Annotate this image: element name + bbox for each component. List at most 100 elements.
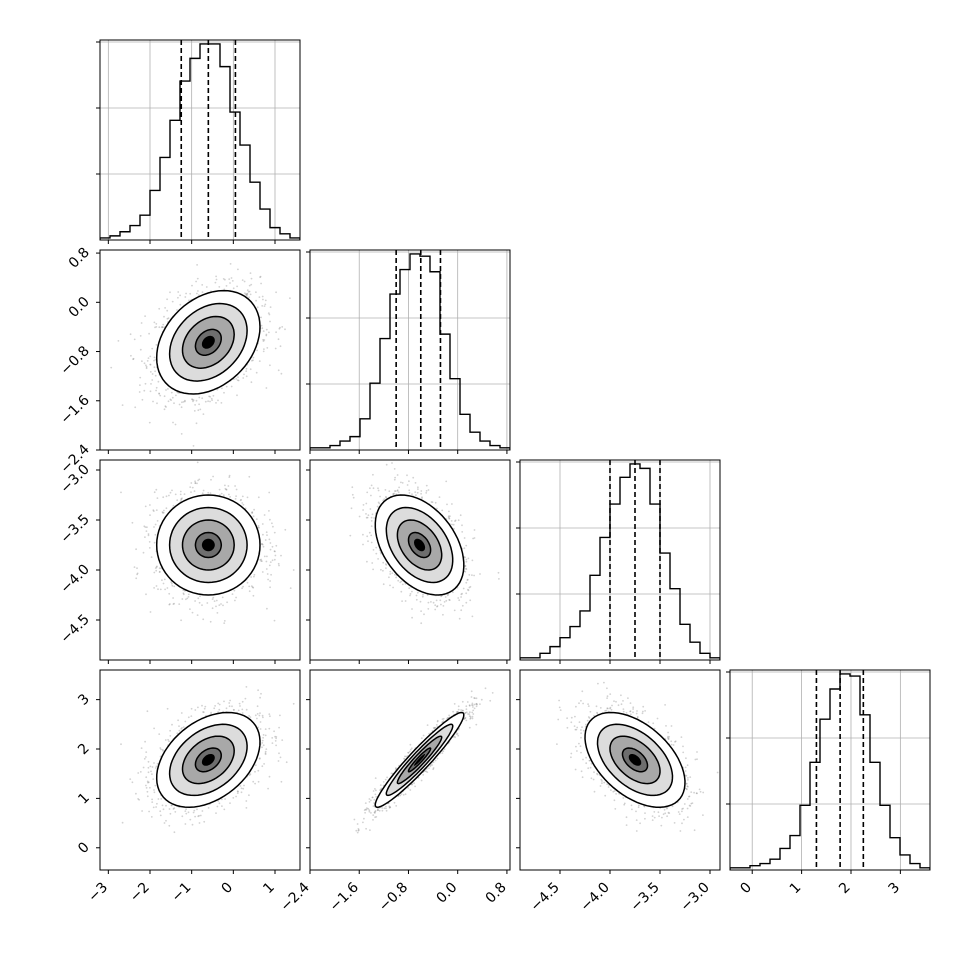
panel-frame-0-0: [99, 39, 301, 241]
scatter-point: [261, 295, 264, 298]
scatter-point: [465, 601, 468, 604]
ytick-label-1-1: −1.6: [57, 392, 92, 427]
scatter-point: [464, 556, 466, 559]
scatter-point: [195, 280, 198, 283]
scatter-point: [136, 567, 138, 570]
scatter-point: [263, 514, 266, 516]
scatter-point: [365, 502, 368, 505]
contour-2-0-3: [155, 494, 261, 596]
scatter-point: [149, 355, 152, 358]
scatter-point: [459, 514, 462, 517]
scatter-point: [129, 333, 132, 336]
scatter-point: [156, 402, 158, 405]
scatter-point: [258, 296, 261, 298]
scatter-point: [222, 494, 225, 497]
scatter-point: [155, 323, 158, 325]
scatter-point: [264, 539, 267, 541]
scatter-point: [271, 559, 274, 562]
scatter-point: [445, 480, 448, 483]
scatter-point: [193, 410, 196, 412]
scatter-point: [176, 499, 179, 502]
scatter-point: [273, 550, 276, 552]
scatter-point: [184, 399, 186, 402]
scatter-point: [163, 509, 165, 512]
scatter-point: [434, 501, 437, 504]
scatter-point: [229, 496, 232, 498]
scatter-point: [196, 292, 198, 295]
scatter-point: [165, 406, 167, 408]
scatter-point: [262, 533, 264, 536]
scatter-point: [226, 601, 229, 604]
scatter-point: [262, 330, 265, 332]
scatter-point: [180, 433, 183, 435]
scatter-point: [188, 299, 190, 302]
scatter-point: [250, 585, 253, 587]
scatter-point: [401, 583, 404, 586]
scatter-point: [155, 389, 158, 392]
scatter-point: [471, 574, 473, 576]
scatter-point: [384, 489, 387, 491]
scatter-point: [389, 584, 391, 587]
scatter-point: [404, 600, 407, 602]
scatter-point: [215, 605, 217, 608]
scatter-point: [172, 603, 175, 605]
scatter-point: [164, 405, 167, 408]
scatter-point: [148, 332, 151, 335]
scatter-point: [228, 278, 231, 280]
scatter-point: [207, 400, 210, 403]
scatter-point: [199, 595, 201, 598]
scatter-point: [237, 376, 239, 379]
scatter-point: [454, 520, 456, 522]
scatter-point: [245, 370, 248, 372]
scatter-point: [268, 331, 270, 334]
scatter-point: [452, 523, 455, 526]
scatter-point: [184, 400, 186, 403]
scatter-point: [370, 534, 373, 537]
scatter-point: [256, 306, 259, 309]
scatter-point: [279, 345, 282, 348]
scatter-point: [196, 264, 199, 266]
scatter-point: [249, 272, 252, 274]
scatter-point: [453, 609, 456, 612]
scatter-point: [266, 607, 268, 610]
scatter-point: [362, 504, 365, 506]
panel-0-0: [96, 39, 301, 244]
ytick-label-2-1: −4.0: [57, 562, 92, 597]
scatter-point: [192, 400, 194, 403]
scatter-point: [396, 490, 399, 492]
scatter-point: [462, 587, 465, 590]
scatter-point: [227, 485, 230, 487]
contour-2-0-1: [181, 519, 235, 571]
scatter-point: [396, 474, 399, 476]
scatter-point: [391, 572, 394, 574]
scatter-point: [270, 573, 272, 576]
scatter-point: [151, 373, 154, 375]
scatter-point: [185, 598, 187, 601]
scatter-point: [436, 507, 438, 510]
scatter-point: [251, 512, 254, 514]
scatter-point: [222, 604, 224, 607]
scatter-point: [182, 592, 185, 595]
scatter-point: [268, 564, 271, 567]
scatter-point: [434, 604, 437, 607]
scatter-point: [245, 293, 248, 296]
scatter-point: [147, 534, 150, 537]
scatter-point: [224, 487, 227, 490]
scatter-point: [473, 529, 476, 531]
scatter-point: [190, 482, 193, 484]
scatter-point: [420, 492, 422, 495]
scatter-point: [139, 376, 142, 379]
scatter-point: [171, 584, 174, 587]
panel-2-1: [306, 459, 511, 664]
scatter-point: [216, 612, 219, 614]
scatter-point: [155, 326, 158, 328]
scatter-point: [246, 293, 249, 295]
scatter-point: [171, 300, 174, 303]
scatter-point: [221, 596, 224, 599]
scatter-point: [248, 284, 251, 287]
scatter-point: [228, 476, 231, 478]
scatter-point: [255, 291, 257, 294]
scatter-point: [261, 543, 263, 545]
scatter-point: [271, 545, 274, 548]
scatter-point: [154, 370, 157, 373]
